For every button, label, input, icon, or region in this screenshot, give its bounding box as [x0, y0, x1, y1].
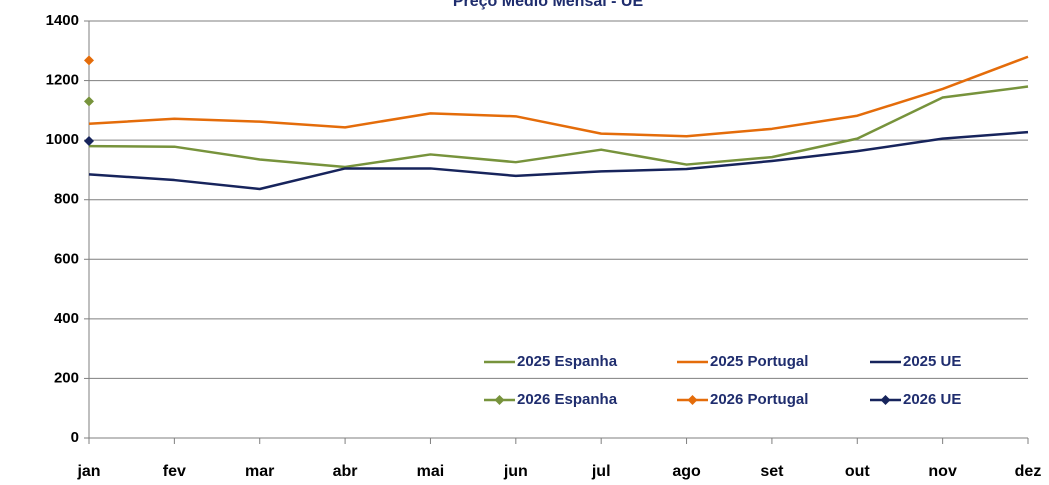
legend-marker: [687, 395, 698, 405]
x-tick-label: nov: [928, 463, 957, 480]
y-tick-label: 1200: [46, 72, 79, 89]
legend-label: 2026 Portugal: [710, 391, 808, 408]
x-tick-label: ago: [672, 463, 701, 480]
x-tick-label: set: [760, 463, 784, 480]
series-line: [88, 130, 1029, 191]
y-tick-label: 400: [54, 310, 79, 327]
y-tick-label: 800: [54, 191, 79, 208]
legend-marker: [880, 395, 891, 405]
legend-label: 2026 Espanha: [517, 391, 618, 408]
legend-marker: [494, 395, 505, 405]
x-tick-label: jan: [76, 463, 100, 480]
x-tick-label: out: [845, 463, 871, 480]
y-tick-label: 1000: [46, 131, 79, 148]
y-tick-label: 0: [71, 429, 79, 446]
x-tick-label: dez: [1015, 463, 1042, 480]
series-marker: [84, 96, 94, 107]
series-marker: [84, 136, 94, 147]
x-tick-label: mai: [417, 463, 445, 480]
x-tick-label: fev: [163, 463, 186, 480]
x-tick-label: mar: [245, 463, 274, 480]
x-tick-label: abr: [333, 463, 358, 480]
y-tick-label: 600: [54, 250, 79, 267]
legend-label: 2025 UE: [903, 353, 961, 370]
chart-title: Preço Médio Mensal - UE: [453, 0, 644, 10]
legend-label: 2025 Espanha: [517, 353, 618, 370]
series-line: [88, 85, 1029, 169]
x-tick-label: jun: [503, 463, 528, 480]
series-marker: [84, 55, 94, 66]
legend-label: 2025 Portugal: [710, 353, 808, 370]
legend-label: 2026 UE: [903, 391, 961, 408]
y-tick-label: 1400: [46, 12, 79, 29]
y-tick-label: 200: [54, 369, 79, 386]
x-tick-label: jul: [591, 463, 611, 480]
series-line: [88, 55, 1029, 138]
